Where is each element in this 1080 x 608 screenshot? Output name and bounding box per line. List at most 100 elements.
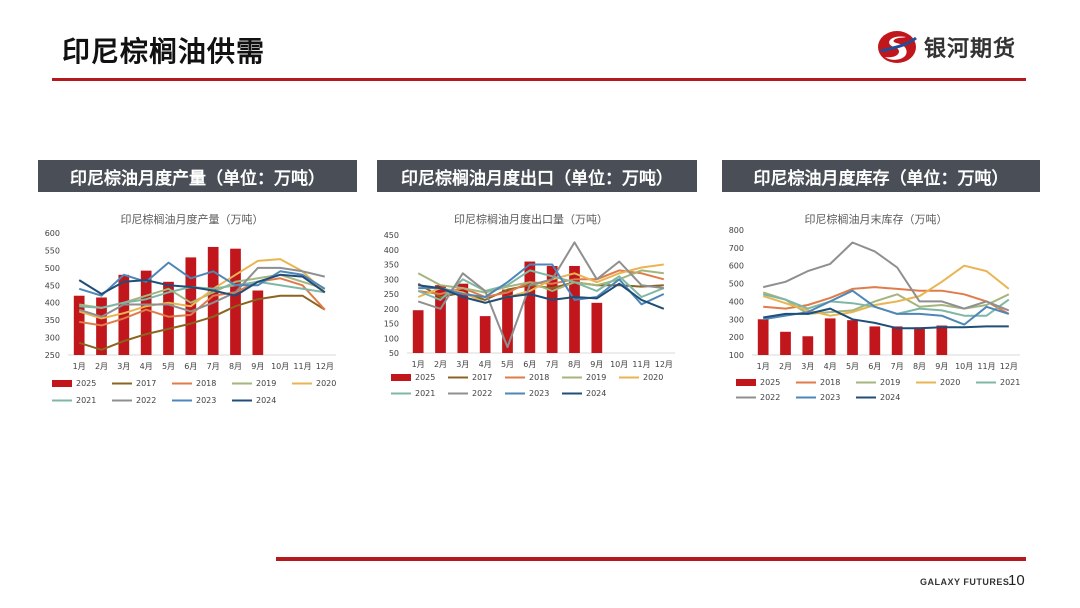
- section-header-export: 印尼棕榈油月度出口（单位：万吨）: [377, 160, 697, 192]
- x-tick-label: 5月: [846, 362, 859, 371]
- bar-2025: [824, 318, 836, 355]
- chart-production: 印尼棕榈油月度产量（万吨） 250 300 350 400 450 500 550 600 1月 2…: [38, 205, 348, 420]
- bar-2025: [457, 283, 469, 353]
- legend-label-2024: 2024: [880, 393, 900, 402]
- bar-2025: [73, 295, 85, 355]
- x-tick-label: 9月: [251, 362, 264, 371]
- legend-label-2018: 2018: [196, 379, 216, 388]
- y-tick-label: 500: [45, 264, 60, 273]
- legend-label-2017: 2017: [136, 379, 156, 388]
- legend-swatch-2025: [736, 379, 756, 386]
- legend-label-2025: 2025: [415, 373, 435, 382]
- y-tick-label: 600: [45, 229, 60, 238]
- legend-label-2019: 2019: [256, 379, 276, 388]
- legend-swatch-2025: [52, 380, 72, 387]
- bar-2025: [936, 325, 948, 355]
- x-tick-label: 6月: [868, 362, 881, 371]
- series-line-2023: [78, 261, 326, 297]
- legend-label-2019: 2019: [880, 378, 900, 387]
- top-divider: [52, 78, 1026, 81]
- legend-label-2017: 2017: [472, 373, 492, 382]
- legend-label-2020: 2020: [316, 379, 336, 388]
- legend-label-2020: 2020: [940, 378, 960, 387]
- page-title: 印尼棕榈油供需: [62, 35, 266, 68]
- y-tick-label: 350: [384, 261, 399, 270]
- export-chart-svg: 印尼棕榈油月度出口量（万吨） 50 100 150 200 250 300 350 400 450…: [384, 212, 675, 398]
- chart-title: 印尼棕榈油月度出口量（万吨）: [454, 212, 608, 226]
- y-tick-label: 500: [729, 280, 744, 289]
- legend-label-2019: 2019: [586, 373, 606, 382]
- series-line-2018: [79, 277, 326, 327]
- y-tick-label: 550: [45, 246, 60, 255]
- y-tick-label: 800: [729, 226, 744, 235]
- y-tick-label: 400: [45, 299, 60, 308]
- x-tick-label: 6月: [523, 360, 536, 369]
- section-header-stock: 印尼棕油月度库存（单位：万吨）: [722, 160, 1040, 192]
- y-tick-label: 350: [45, 316, 60, 325]
- y-tick-label: 300: [384, 275, 399, 284]
- series-line-2024: [418, 282, 665, 310]
- bar-2025: [163, 281, 174, 355]
- galaxy-logo-icon: [878, 31, 917, 63]
- chart-stock: 印尼棕榈油月末库存（万吨） 100 200 300 400 500 600 700 800 1月 2…: [722, 205, 1032, 410]
- x-tick-label: 12月: [1000, 362, 1018, 371]
- series-line-2022: [78, 266, 326, 318]
- x-tick-label: 9月: [590, 360, 603, 369]
- x-tick-label: 3月: [801, 362, 814, 371]
- x-tick-label: 1月: [412, 360, 425, 369]
- bar-2025: [207, 246, 219, 355]
- chart-export: 印尼棕榈油月度出口量（万吨） 50 100 150 200 250 300 350 400 450…: [377, 205, 687, 405]
- legend-label-2018: 2018: [529, 373, 549, 382]
- bar-2025: [479, 316, 491, 353]
- series-line-2024: [78, 273, 326, 297]
- x-tick-label: 7月: [546, 360, 559, 369]
- legend-label-2023: 2023: [529, 389, 549, 398]
- bar-2025: [802, 336, 814, 355]
- x-tick-label: 7月: [207, 362, 220, 371]
- section-header-production: 印尼棕油月度产量（单位：万吨）: [38, 160, 357, 192]
- legend-label-2024: 2024: [586, 389, 606, 398]
- legend-label-2022: 2022: [472, 389, 492, 398]
- series-line-2021: [417, 269, 665, 301]
- y-tick-label: 250: [45, 351, 60, 360]
- x-tick-label: 11月: [293, 362, 311, 371]
- chart-title: 印尼棕榈油月末库存（万吨）: [805, 212, 948, 226]
- bar-2025: [140, 270, 152, 355]
- legend-swatch-2025: [391, 374, 411, 381]
- bar-2025: [252, 290, 264, 355]
- bar-2025: [502, 289, 513, 353]
- y-tick-label: 300: [45, 334, 60, 343]
- x-tick-label: 2月: [779, 362, 792, 371]
- x-tick-label: 3月: [117, 362, 130, 371]
- legend-label-2023: 2023: [820, 393, 840, 402]
- x-tick-label: 12月: [316, 362, 334, 371]
- legend-label-2025: 2025: [76, 379, 96, 388]
- page-number: 10: [1008, 572, 1025, 589]
- x-tick-label: 11月: [977, 362, 995, 371]
- x-tick-label: 11月: [632, 360, 650, 369]
- x-tick-label: 8月: [913, 362, 926, 371]
- x-tick-label: 4月: [479, 360, 492, 369]
- x-tick-label: 1月: [73, 362, 86, 371]
- y-tick-label: 400: [729, 297, 744, 306]
- series-line-2024: [763, 307, 1009, 330]
- y-tick-label: 150: [384, 320, 399, 329]
- legend-label-2023: 2023: [196, 396, 216, 405]
- x-tick-label: 4月: [140, 362, 153, 371]
- series-line-2018: [763, 286, 1010, 315]
- x-tick-label: 3月: [456, 360, 469, 369]
- legend-label-2024: 2024: [256, 396, 276, 405]
- production-chart-svg: 印尼棕榈油月度产量（万吨） 250 300 350 400 450 500 550 600 1月 2…: [45, 212, 337, 405]
- y-tick-label: 700: [729, 244, 744, 253]
- bar-2025: [891, 326, 903, 355]
- series-line-2020: [762, 264, 1010, 317]
- y-tick-label: 600: [729, 262, 744, 271]
- legend-label-2025: 2025: [760, 378, 780, 387]
- bar-2025: [780, 331, 791, 355]
- bar-2025: [757, 319, 769, 355]
- x-tick-label: 1月: [757, 362, 770, 371]
- series-line-2022: [417, 241, 664, 349]
- x-tick-label: 10月: [271, 362, 289, 371]
- y-tick-label: 200: [384, 305, 399, 314]
- bar-2025: [524, 261, 536, 353]
